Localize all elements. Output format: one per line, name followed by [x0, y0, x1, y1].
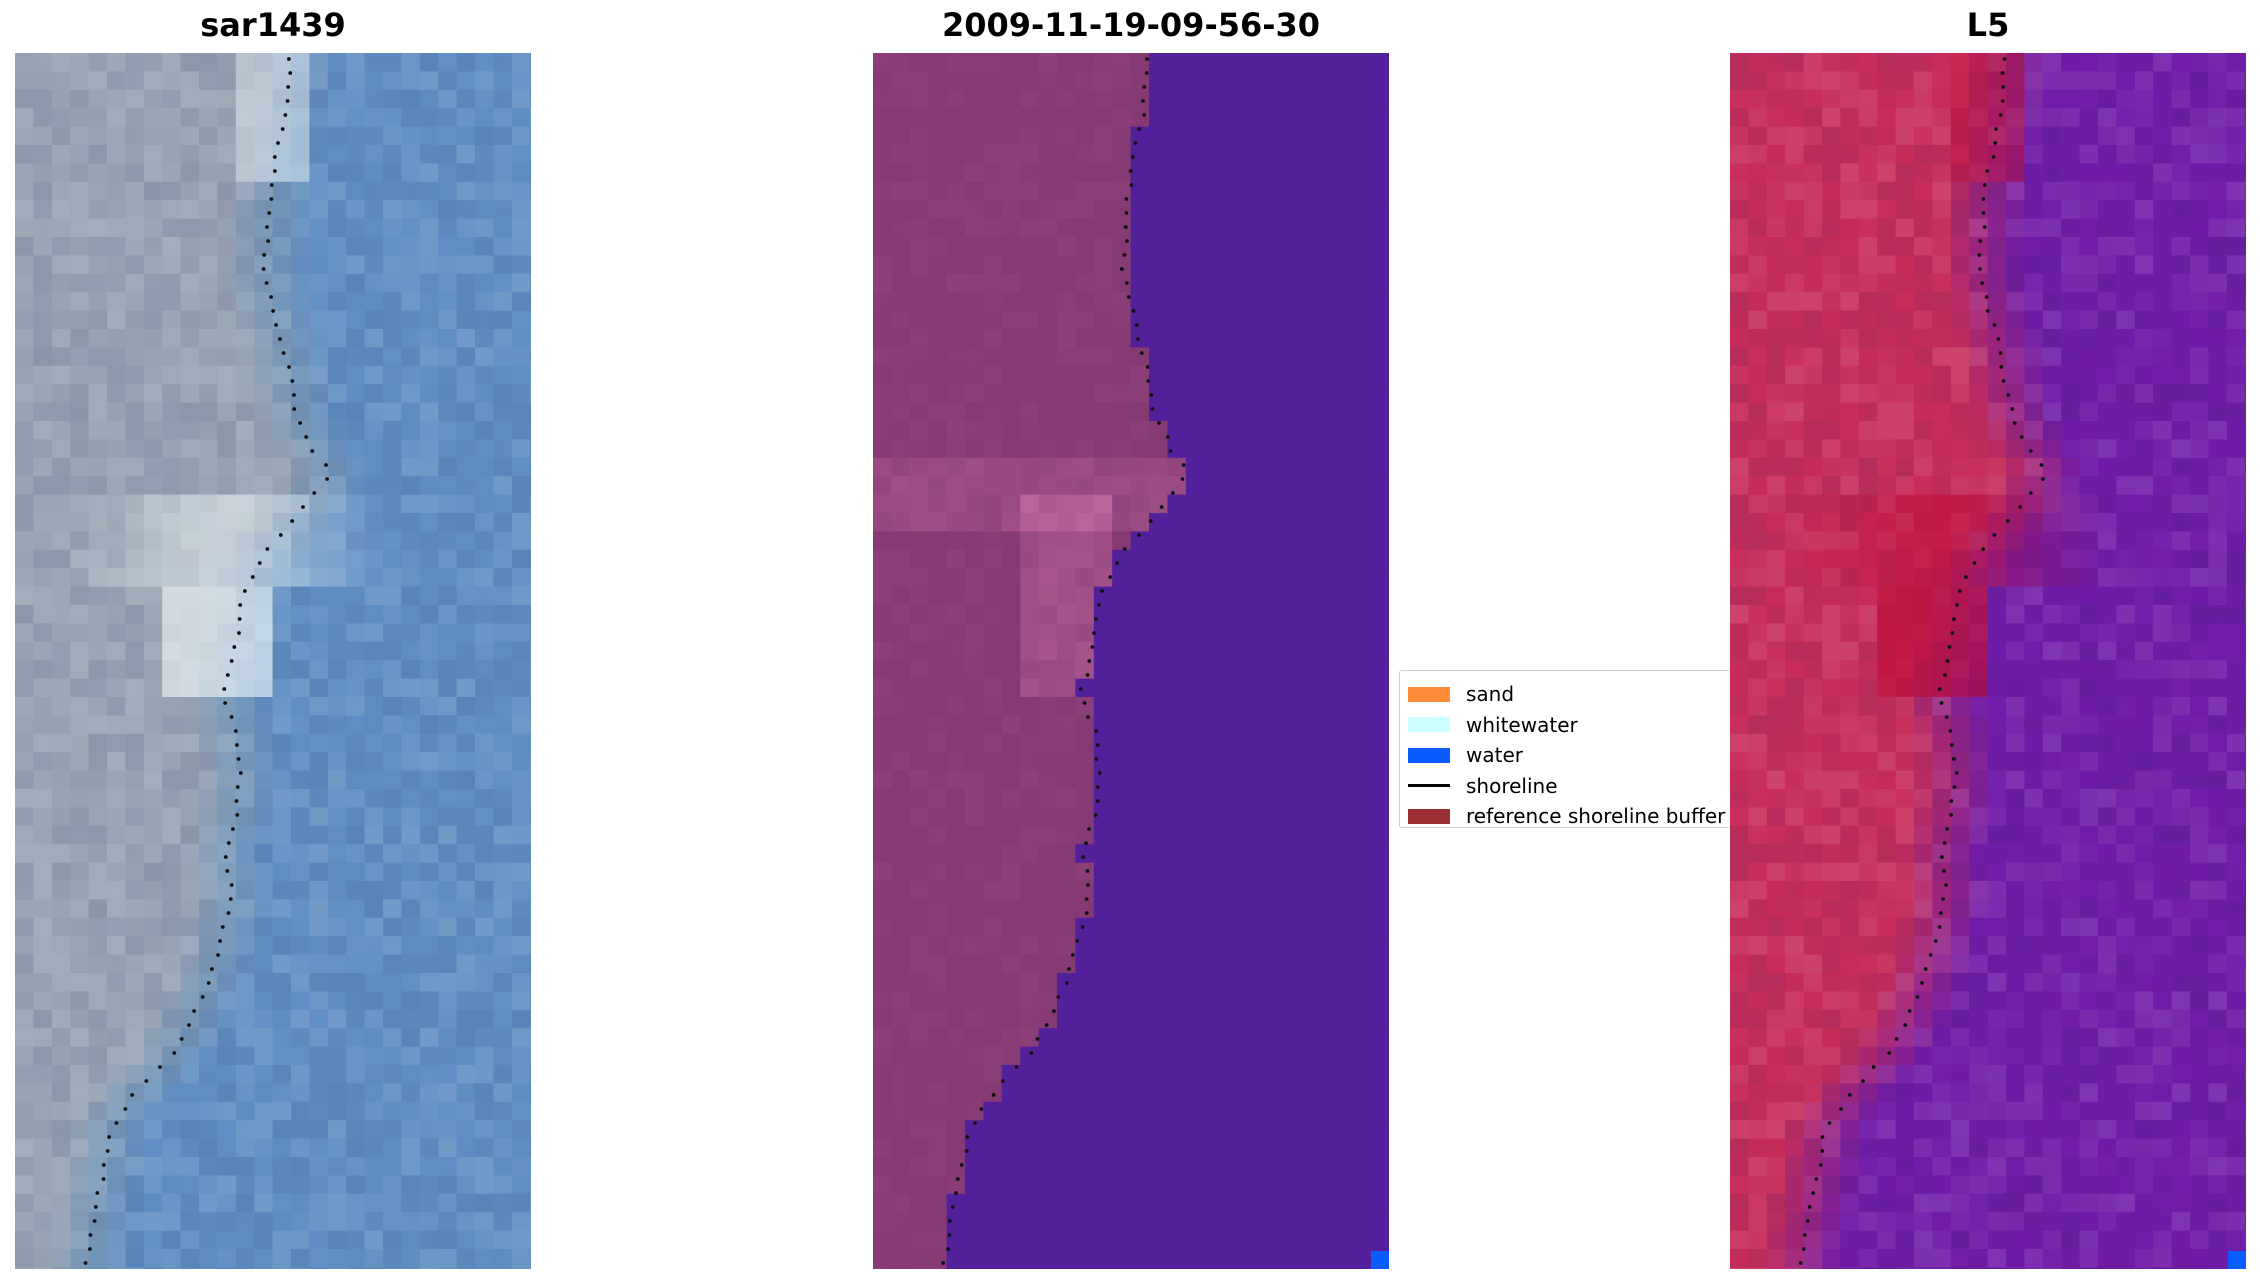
legend-item-shoreline: shoreline [1408, 771, 1729, 802]
legend-swatch-shoreline [1408, 784, 1450, 788]
legend-swatch-whitewater [1408, 717, 1450, 733]
panel-title-mndwi: L5 [1966, 6, 2010, 44]
mndwi-image-panel [1730, 53, 2246, 1269]
legend-item-water: water [1408, 740, 1729, 771]
legend-item-whitewater: whitewater [1408, 710, 1729, 741]
legend-item-reference-buffer: reference shoreline buffer [1408, 801, 1729, 828]
rgb-image-panel [15, 53, 531, 1269]
legend: sand whitewater water shoreline referenc… [1399, 670, 1729, 828]
legend-label-water: water [1466, 743, 1523, 768]
legend-label-sand: sand [1466, 682, 1515, 707]
legend-label-reference-buffer: reference shoreline buffer [1466, 804, 1726, 828]
legend-swatch-reference-buffer [1408, 808, 1450, 824]
legend-item-sand: sand [1408, 679, 1729, 710]
legend-label-whitewater: whitewater [1466, 712, 1578, 737]
legend-label-shoreline: shoreline [1466, 773, 1558, 798]
classification-image-panel [873, 53, 1389, 1269]
legend-swatch-sand [1408, 686, 1450, 702]
panel-title-rgb: sar1439 [200, 6, 346, 44]
legend-swatch-water [1408, 747, 1450, 763]
panel-title-classification: 2009-11-19-09-56-30 [941, 6, 1321, 44]
